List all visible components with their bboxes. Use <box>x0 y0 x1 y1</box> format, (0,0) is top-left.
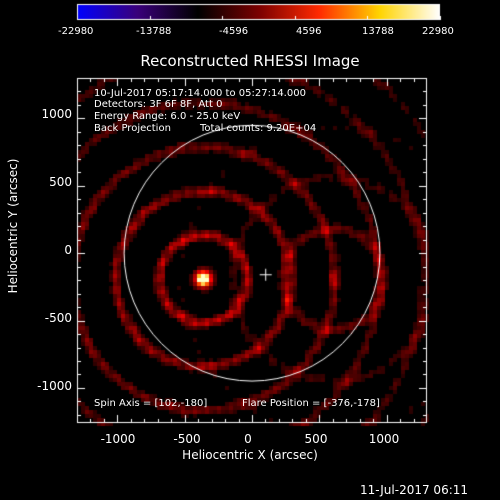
y-tick-minus1000: -1000 <box>37 379 72 393</box>
timestamp: 11-Jul-2017 06:11 <box>360 483 469 497</box>
x-tick-minus1000: -1000 <box>100 432 136 446</box>
x-tick-1000: 1000 <box>368 432 400 446</box>
x-tick-500: 500 <box>304 432 328 446</box>
y-tick-minus500: -500 <box>44 311 72 325</box>
x-axis-label: Heliocentric X (arcsec) <box>182 448 318 462</box>
total-counts-text: Total counts: 9.20E+04 <box>200 123 317 134</box>
y-axis-label: Heliocentric Y (arcsec) <box>6 158 20 294</box>
energy-range-text: Energy Range: 6.0 - 25.0 keV <box>94 111 241 122</box>
x-tick-minus500: -500 <box>173 432 201 446</box>
plot-title: Reconstructed RHESSI Image <box>140 52 360 70</box>
colorbar-tick-6: 22980 <box>422 26 454 37</box>
y-tick-1000: 1000 <box>41 107 72 121</box>
time-range-text: 10-Jul-2017 05:17:14.000 to 05:27:14.000 <box>94 88 306 99</box>
colorbar-tick-1: -22980 <box>58 26 94 37</box>
colorbar-tick-4: 4596 <box>296 26 322 37</box>
spin-axis-text: Spin Axis = [102,-180] <box>94 398 208 409</box>
x-tick-0: 0 <box>244 432 252 446</box>
detectors-text: Detectors: 3F 6F 8F, Att 0 <box>94 99 223 110</box>
method-text: Back Projection <box>94 123 171 134</box>
colorbar-tick-2: -13788 <box>136 26 172 37</box>
y-tick-0: 0 <box>64 243 72 257</box>
y-tick-500: 500 <box>49 175 72 189</box>
colorbar-tick-5: 13788 <box>362 26 394 37</box>
colorbar-tick-3: -4596 <box>219 26 249 37</box>
flare-position-text: Flare Position = [-376,-178] <box>242 398 380 409</box>
